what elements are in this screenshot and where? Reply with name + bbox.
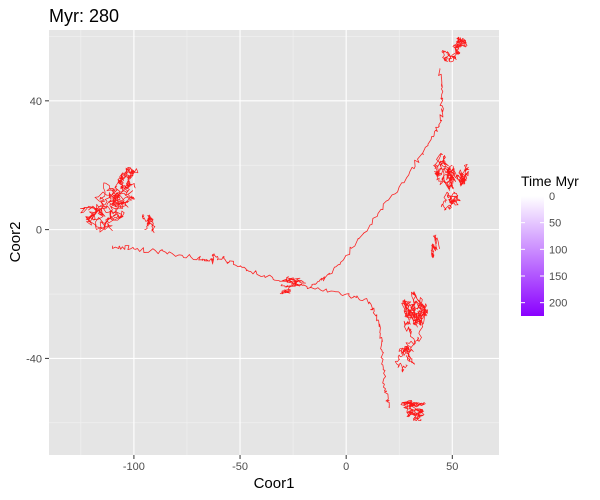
trajectory-cluster-0 [80,181,135,233]
x-axis-title: Coor1 [254,475,295,492]
grid-layer [49,30,499,455]
plot-panel [49,30,499,455]
x-tick-label: 50 [446,461,458,473]
trajectory-cluster-2 [141,213,156,234]
y-tick-label: 40 [30,96,42,108]
y-tick-label: 0 [36,225,42,237]
chart-title: Myr: 280 [49,6,119,26]
trajectory-path-2 [310,287,390,408]
trajectory-path-0 [112,245,311,289]
trajectory-cluster-9 [394,345,415,373]
legend-label: 0 [549,191,555,203]
trajectory-cluster-6 [440,191,461,211]
trajectory-cluster-8 [430,234,440,259]
trajectory-cluster-3 [279,276,306,295]
y-tick-label: -40 [26,353,42,365]
legend-layer: 0 50 100 150 200 [521,191,567,310]
axis-layer: -100 -50 0 50 -40 0 40 [26,96,458,473]
trajectory-cluster-4 [441,36,468,63]
legend-label: 50 [549,218,561,230]
legend-label: 200 [549,298,567,310]
data-layer [80,36,470,422]
legend-colorbar [521,196,544,316]
x-tick-label: -100 [123,461,145,473]
trajectory-cluster-5 [433,153,470,191]
legend-label: 100 [549,244,567,256]
trajectory-cluster-10 [400,400,426,422]
y-axis-title: Coor2 [7,222,24,263]
trajectory-cluster-7 [401,291,429,349]
legend-title: Time Myr [521,173,579,189]
legend-label: 150 [549,271,567,283]
x-tick-label: -50 [232,461,248,473]
trajectory-cluster-1 [117,166,139,190]
trajectory-path-1 [309,68,444,288]
x-tick-label: 0 [343,461,349,473]
